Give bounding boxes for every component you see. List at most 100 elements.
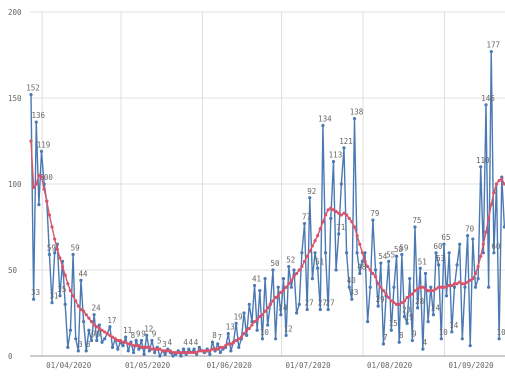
- value-label: 27: [326, 299, 335, 308]
- point: [329, 206, 333, 210]
- point: [350, 297, 354, 301]
- point: [179, 350, 183, 355]
- point: [394, 254, 399, 258]
- point: [489, 203, 493, 207]
- point: [126, 349, 130, 353]
- point: [358, 271, 362, 276]
- point: [413, 289, 417, 293]
- point: [355, 234, 359, 238]
- point: [34, 120, 38, 124]
- point: [352, 225, 357, 229]
- point: [337, 211, 341, 215]
- point: [97, 323, 101, 327]
- value-label: 58: [394, 245, 404, 254]
- point: [95, 338, 99, 343]
- point: [381, 342, 386, 346]
- point: [284, 285, 288, 289]
- point: [197, 345, 201, 349]
- value-label: 35: [57, 285, 66, 294]
- point: [447, 283, 451, 288]
- point: [158, 354, 162, 358]
- point: [58, 294, 62, 298]
- point: [494, 182, 499, 186]
- point: [416, 306, 420, 310]
- point: [237, 345, 241, 349]
- point: [71, 294, 75, 298]
- point: [137, 347, 141, 351]
- point: [150, 347, 154, 351]
- point: [158, 347, 162, 351]
- point: [187, 350, 191, 355]
- value-label: 53: [436, 254, 445, 263]
- point: [184, 350, 188, 355]
- point: [276, 294, 280, 298]
- point: [426, 320, 430, 324]
- point: [460, 337, 464, 341]
- value-label: 10: [439, 328, 449, 337]
- point: [366, 264, 370, 269]
- point: [429, 285, 433, 289]
- point: [394, 302, 399, 306]
- point: [118, 338, 123, 343]
- point: [229, 342, 233, 346]
- point: [110, 345, 115, 349]
- point: [45, 199, 49, 203]
- point: [113, 337, 117, 341]
- point: [487, 216, 491, 220]
- point: [82, 320, 86, 324]
- point: [37, 203, 41, 207]
- point: [279, 313, 283, 317]
- point: [166, 349, 170, 353]
- point: [489, 49, 493, 54]
- point: [176, 350, 180, 355]
- point: [308, 196, 312, 200]
- point: [153, 347, 157, 351]
- point: [110, 335, 115, 339]
- value-label: 9: [152, 330, 157, 339]
- point: [371, 218, 375, 222]
- point: [231, 340, 236, 344]
- point: [171, 354, 175, 358]
- point: [29, 139, 33, 143]
- point: [89, 320, 94, 324]
- point: [263, 277, 267, 281]
- x-tick-label: 01/08/2020: [367, 361, 413, 370]
- point: [421, 347, 425, 351]
- point: [245, 328, 249, 332]
- point: [479, 254, 483, 258]
- point: [313, 251, 317, 255]
- point: [458, 242, 462, 246]
- point: [84, 349, 88, 353]
- point: [242, 311, 246, 315]
- point: [431, 289, 435, 293]
- point: [484, 103, 488, 107]
- value-label: 51: [315, 257, 324, 266]
- point: [316, 266, 320, 270]
- point: [155, 347, 159, 351]
- point: [179, 354, 183, 358]
- point: [321, 123, 325, 128]
- point: [103, 337, 107, 341]
- point: [418, 266, 422, 270]
- point: [316, 234, 320, 238]
- point: [195, 350, 199, 355]
- point: [366, 320, 370, 324]
- point: [413, 225, 417, 229]
- point: [387, 259, 391, 263]
- point: [237, 337, 241, 341]
- point: [271, 299, 275, 303]
- value-label: 146: [481, 94, 495, 103]
- point: [455, 263, 459, 267]
- point: [473, 285, 478, 289]
- point: [271, 268, 275, 272]
- value-label: 52: [286, 256, 295, 265]
- value-label: 60: [491, 242, 501, 251]
- point: [245, 333, 249, 337]
- point: [258, 289, 262, 293]
- point: [84, 313, 88, 317]
- value-label: 75: [412, 216, 421, 225]
- value-label: 23: [402, 305, 411, 314]
- point: [126, 342, 130, 346]
- x-tick-label: 01/04/2020: [46, 361, 92, 370]
- point: [376, 282, 380, 286]
